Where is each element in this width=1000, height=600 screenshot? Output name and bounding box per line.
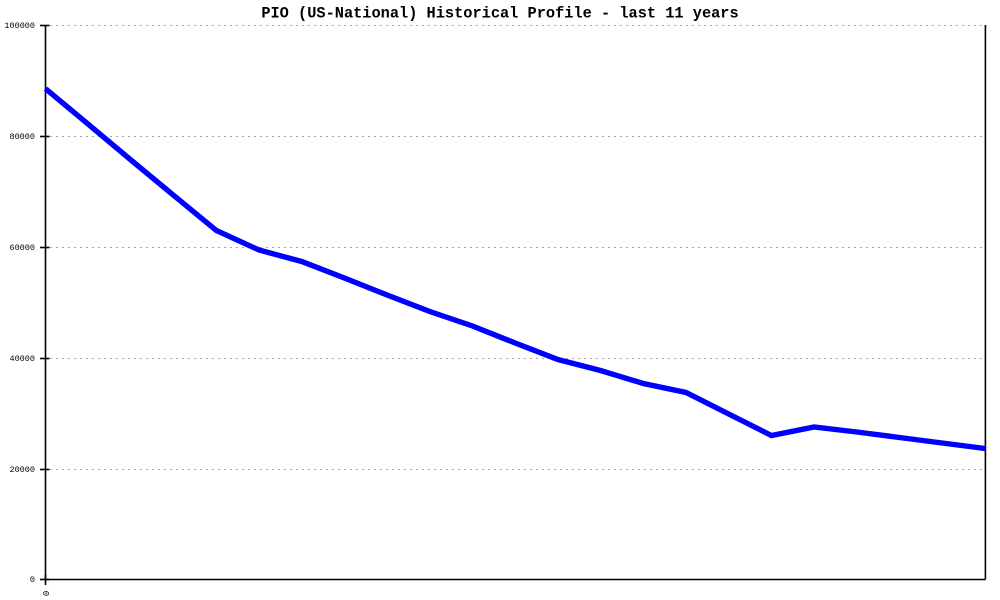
svg-text:PIO (US-National) Historical P: PIO (US-National) Historical Profile - l… [261,5,738,23]
svg-text:100000: 100000 [4,21,35,31]
svg-text:80000: 80000 [9,132,35,142]
svg-text:40000: 40000 [9,354,35,364]
svg-text:60000: 60000 [9,243,35,253]
svg-text:20000: 20000 [9,465,35,475]
svg-text:0: 0 [30,575,35,585]
svg-text:0: 0 [40,591,50,596]
